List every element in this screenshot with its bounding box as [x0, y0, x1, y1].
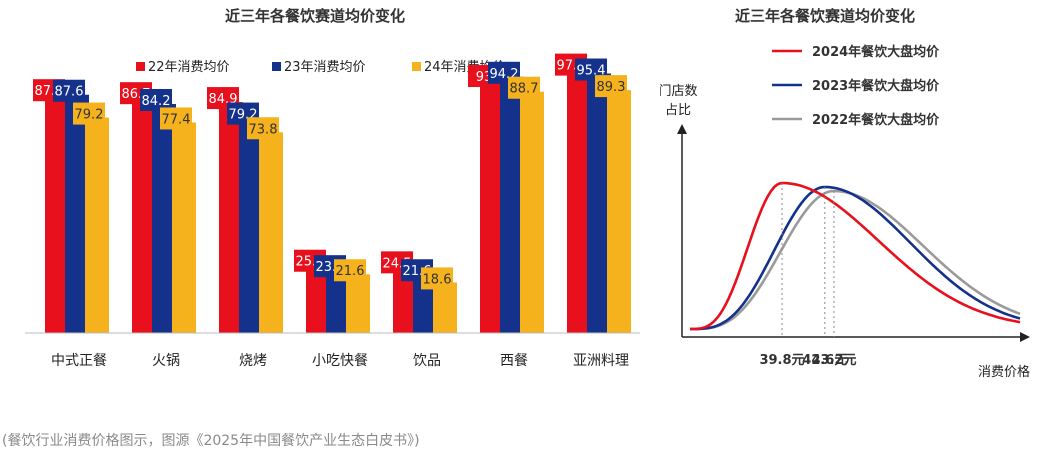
bar	[346, 274, 370, 333]
legend-label: 2022年餐饮大盘均价	[812, 112, 940, 128]
category-label: 火锅	[152, 353, 180, 369]
category-label: 烧烤	[239, 353, 267, 369]
y-axis-arrow	[677, 124, 687, 134]
legend-swatch	[412, 62, 421, 71]
peak-label: 42.6元	[802, 353, 847, 368]
category-label: 小吃快餐	[312, 353, 368, 369]
data-label: 87.6	[55, 85, 84, 100]
data-label: 79.2	[75, 108, 104, 123]
legend-label: 23年消费均价	[284, 60, 366, 75]
data-label-box	[53, 79, 85, 102]
data-label: 88.7	[510, 82, 539, 97]
peak-label: 39.8元	[759, 353, 804, 368]
bar	[520, 91, 544, 334]
data-label: 77.4	[162, 112, 191, 127]
data-label-box	[334, 259, 366, 282]
bar	[85, 117, 109, 334]
data-label-box	[247, 117, 279, 140]
data-label-box	[73, 102, 105, 125]
bar	[433, 282, 457, 333]
series-curve	[690, 181, 1021, 331]
legend-swatch	[272, 62, 281, 71]
legend-swatch	[136, 62, 145, 71]
data-label: 89.3	[597, 80, 626, 95]
x-axis-arrow	[1020, 332, 1030, 342]
legend-label: 22年消费均价	[148, 60, 230, 75]
bar	[607, 90, 631, 333]
data-label-box	[160, 107, 192, 130]
distribution-chart-title: 近三年各餐饮赛道均价变化	[735, 7, 915, 25]
category-label: 饮品	[413, 353, 441, 369]
data-label-box	[595, 75, 627, 98]
data-label-box	[140, 88, 172, 111]
image-caption: (餐饮行业消费价格图示，图源《2025年中国餐饮产业生态白皮书》)	[2, 433, 420, 449]
bar-chart-title: 近三年各餐饮赛道均价变化	[225, 7, 405, 25]
bar-chart: 近三年各餐饮赛道均价变化 22年消费均价 23年消费均价 24年消费均价87.887…	[25, 7, 640, 369]
category-label: 亚洲料理	[573, 353, 629, 369]
data-label: 18.6	[423, 272, 452, 287]
data-label-box	[508, 76, 540, 99]
legend-label: 2024年餐饮大盘均价	[812, 44, 940, 60]
data-label: 84.2	[142, 94, 171, 109]
category-label: 西餐	[500, 353, 528, 369]
series-curve	[690, 185, 1021, 331]
y-axis-label: 门店数占比	[660, 84, 698, 118]
x-axis-label: 消费价格	[978, 364, 1030, 380]
data-label: 95.4	[577, 64, 606, 79]
category-label: 中式正餐	[51, 353, 107, 369]
data-label-box	[575, 58, 607, 81]
data-label-box	[421, 267, 453, 290]
data-label: 73.8	[249, 122, 278, 137]
peak-label: 43.2元	[811, 353, 856, 368]
bar	[259, 132, 283, 333]
bar	[172, 122, 196, 333]
data-label: 21.6	[336, 264, 365, 279]
legend-label: 2023年餐饮大盘均价	[812, 78, 940, 94]
